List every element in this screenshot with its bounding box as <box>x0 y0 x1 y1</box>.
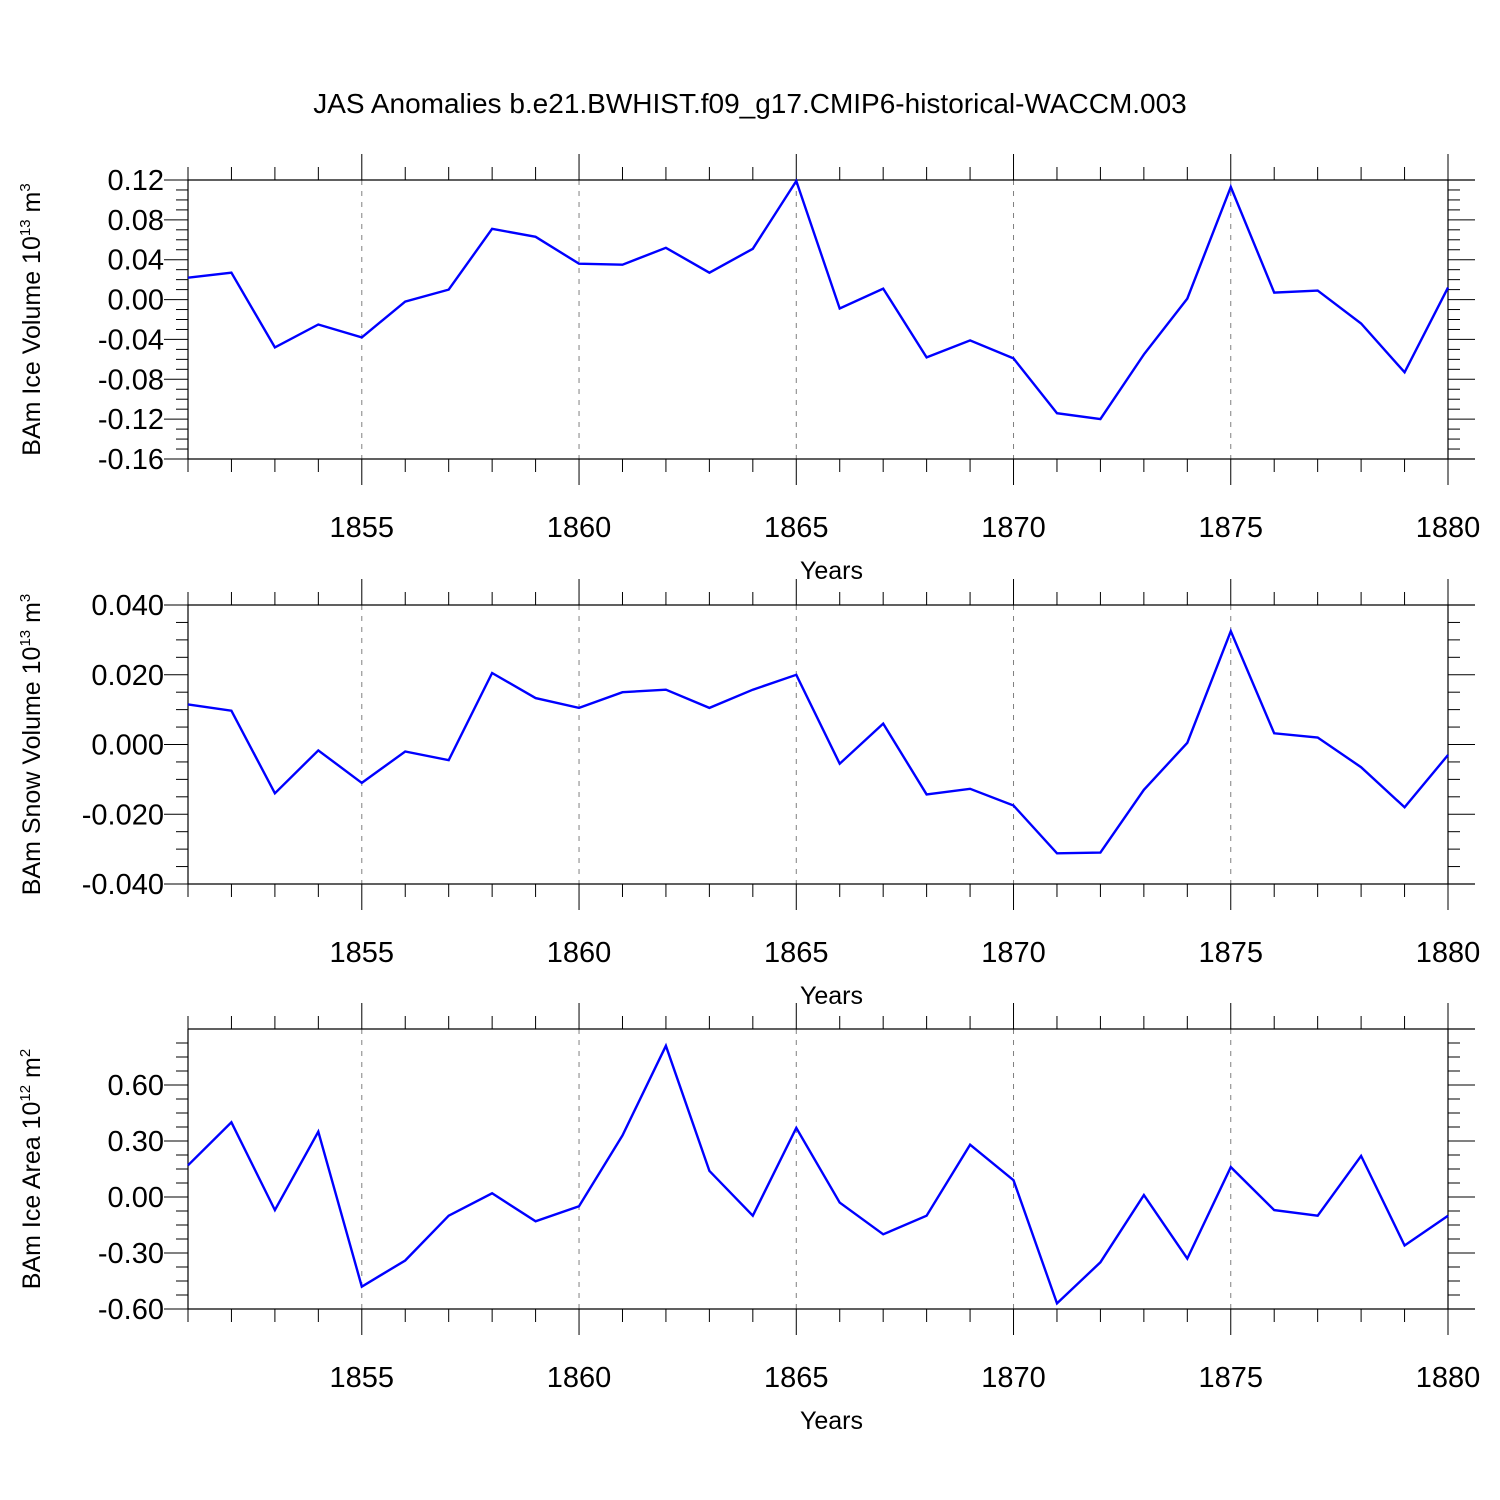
y-tick-label: 0.040 <box>91 590 164 622</box>
y-axis-label: BAm Snow Volume 1013 m3 <box>17 594 46 896</box>
x-tick-label: 1880 <box>1416 937 1481 969</box>
y-tick-label: 0.000 <box>91 730 164 762</box>
y-tick-label: -0.60 <box>98 1294 164 1326</box>
x-tick-label: 1870 <box>981 937 1046 969</box>
x-axis-label: Years <box>800 982 863 1010</box>
x-tick-label: 1880 <box>1416 1362 1481 1394</box>
x-tick-label: 1860 <box>547 512 612 544</box>
y-axis-label: BAm Ice Volume 1013 m3 <box>17 183 46 455</box>
x-tick-label: 1870 <box>981 1362 1046 1394</box>
chart-panel-1: -0.16 -0.12 -0.08 -0.04 0.00 0.04 0.08 0.12 1855… <box>17 154 1480 585</box>
x-tick-label: 1880 <box>1416 512 1481 544</box>
x-axis-label: Years <box>800 557 863 585</box>
y-tick-label: 0.30 <box>108 1126 164 1158</box>
x-tick-label: 1870 <box>981 512 1046 544</box>
y-tick-label: 0.00 <box>108 1182 164 1214</box>
x-tick-label: 1875 <box>1199 937 1264 969</box>
series-line <box>187 1042 1449 1306</box>
chart-title: JAS Anomalies b.e21.BWHIST.f09_g17.CMIP6… <box>313 88 1187 119</box>
series-line <box>187 628 1449 855</box>
x-tick-label: 1875 <box>1199 1362 1264 1394</box>
x-tick-label: 1860 <box>547 1362 612 1394</box>
y-tick-label: -0.04 <box>98 324 164 356</box>
x-tick-label: 1875 <box>1199 512 1264 544</box>
y-tick-label: -0.08 <box>98 364 164 396</box>
y-axis-label: BAm Ice Area 1012 m2 <box>17 1049 46 1289</box>
y-tick-label: -0.16 <box>98 444 164 476</box>
x-tick-label: 1855 <box>330 1362 395 1394</box>
x-tick-label: 1865 <box>764 937 829 969</box>
x-tick-label: 1865 <box>764 1362 829 1394</box>
x-axis-label: Years <box>800 1407 863 1435</box>
y-tick-label: 0.60 <box>108 1070 164 1102</box>
x-tick-label: 1855 <box>330 512 395 544</box>
x-tick-label: 1855 <box>330 937 395 969</box>
y-tick-label: -0.30 <box>98 1238 164 1270</box>
y-tick-label: -0.12 <box>98 404 164 436</box>
y-tick-label: 0.12 <box>108 165 164 197</box>
y-tick-label: 0.00 <box>108 285 164 317</box>
x-tick-label: 1860 <box>547 937 612 969</box>
y-tick-label: 0.08 <box>108 205 164 237</box>
chart-panel-3: -0.60 -0.30 0.00 0.30 0.60 1855 1860 1865 1870 18… <box>17 1003 1480 1435</box>
y-tick-label: 0.04 <box>108 245 164 277</box>
chart-panel-2: -0.040 -0.020 0.000 0.020 0.040 1855 1860 1865 1… <box>17 579 1480 1010</box>
x-tick-label: 1865 <box>764 512 829 544</box>
series-line <box>187 178 1450 421</box>
y-tick-label: -0.040 <box>82 869 164 901</box>
y-tick-label: -0.020 <box>82 799 164 831</box>
y-tick-label: 0.020 <box>91 660 164 692</box>
